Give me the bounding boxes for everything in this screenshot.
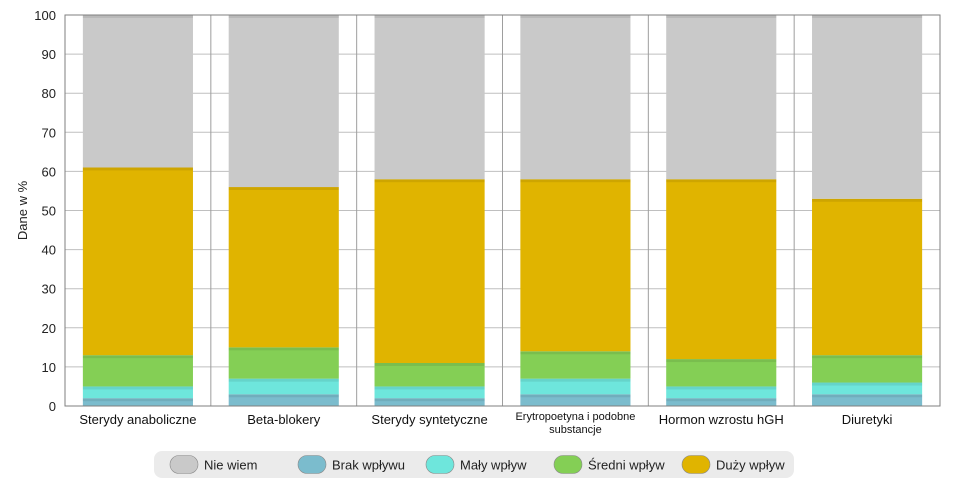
bar-segment	[374, 398, 485, 406]
legend-swatch	[169, 455, 199, 474]
y-tick-label: 60	[42, 164, 56, 179]
bar-segment	[82, 355, 193, 387]
bar-segment	[812, 15, 923, 199]
bar-segment-shade	[812, 394, 923, 398]
plot-border	[64, 14, 941, 407]
x-category-label: Diuretyki	[842, 412, 893, 427]
legend-label: Nie wiem	[204, 458, 257, 473]
bar-segment	[374, 362, 485, 387]
bar-segment	[812, 382, 923, 395]
bar-segment-shade	[82, 167, 193, 171]
y-tick-label: 30	[42, 282, 56, 297]
legend-swatch	[681, 455, 711, 474]
bar-segment-shade	[520, 15, 631, 18]
legend-label: Mały wpływ	[460, 458, 527, 473]
bar-segment-shade	[812, 15, 923, 18]
bar-segment	[228, 378, 339, 395]
y-tick-label: 20	[42, 321, 56, 336]
bar-segment	[228, 15, 339, 188]
x-category-label: Hormon wzrostu hGH	[659, 412, 784, 427]
bar-segment-shade	[374, 386, 485, 390]
x-category-label: Beta-blokery	[247, 412, 320, 427]
bar-segment-shade	[82, 15, 193, 18]
bar-segment	[520, 15, 631, 180]
bar-segment	[520, 394, 631, 406]
legend-swatch	[297, 455, 327, 474]
legend-swatch	[425, 455, 455, 474]
legend-label: Duży wpływ	[716, 458, 785, 473]
bar-segment-shade	[812, 198, 923, 202]
bar-segment-shade	[812, 355, 923, 359]
bar-segment-shade	[520, 378, 631, 382]
bar-segment-shade	[228, 187, 339, 191]
bar-segment	[666, 398, 777, 406]
y-tick-label: 70	[42, 125, 56, 140]
y-tick-label: 50	[42, 204, 56, 219]
bar-segment-shade	[228, 15, 339, 18]
bar-segment	[812, 355, 923, 383]
bar-segment-shade	[228, 378, 339, 382]
bar-segment	[812, 394, 923, 406]
bar-segment	[520, 179, 631, 352]
bar-segment	[82, 398, 193, 406]
legend-swatch	[553, 455, 583, 474]
bar-segment	[82, 386, 193, 399]
legend-label: Średni wpływ	[588, 458, 665, 473]
bar-segment-shade	[228, 347, 339, 351]
bar-segment	[228, 347, 339, 379]
bar-segment-shade	[812, 382, 923, 386]
bar-segment	[520, 378, 631, 395]
bar-segment	[520, 351, 631, 379]
y-tick-label: 90	[42, 47, 56, 62]
bar-segment	[374, 15, 485, 180]
bar-segment-shade	[666, 386, 777, 390]
y-tick-label: 40	[42, 243, 56, 258]
bar-segment-shade	[520, 179, 631, 183]
bar-segment-shade	[374, 398, 485, 402]
bar-segment-shade	[82, 398, 193, 402]
bar-segment-shade	[666, 398, 777, 402]
x-category-label: Sterydy syntetyczne	[371, 412, 487, 427]
bar-segment-shade	[520, 394, 631, 398]
bar-segment	[666, 386, 777, 399]
bar-segment-shade	[374, 362, 485, 366]
legend-label: Brak wpływu	[332, 458, 405, 473]
bar-segment	[228, 187, 339, 348]
y-tick-label: 100	[34, 8, 56, 23]
x-category-label: Erytropoetyna i podobne substancje	[515, 411, 635, 436]
bar-segment	[666, 15, 777, 180]
bar-segment	[666, 179, 777, 360]
bar-segment-shade	[82, 386, 193, 390]
y-tick-label: 80	[42, 86, 56, 101]
bar-segment-shade	[666, 15, 777, 18]
bar-segment-shade	[228, 394, 339, 398]
x-category-label: Sterydy anaboliczne	[79, 412, 196, 427]
bar-segment	[666, 359, 777, 387]
y-tick-label: 0	[49, 399, 56, 414]
bar-segment-shade	[520, 351, 631, 355]
bar-segment-shade	[666, 359, 777, 363]
bar-segment	[228, 394, 339, 406]
bar-segment	[82, 167, 193, 356]
bar-segment	[82, 15, 193, 168]
bar-segment	[374, 179, 485, 363]
bar-segment-shade	[374, 179, 485, 183]
bar-segment	[374, 386, 485, 399]
bar-segment-shade	[666, 179, 777, 183]
y-axis-title: Dane w %	[15, 180, 30, 240]
bar-segment-shade	[82, 355, 193, 359]
bar-segment	[812, 198, 923, 356]
y-tick-label: 10	[42, 360, 56, 375]
bar-segment-shade	[374, 15, 485, 18]
